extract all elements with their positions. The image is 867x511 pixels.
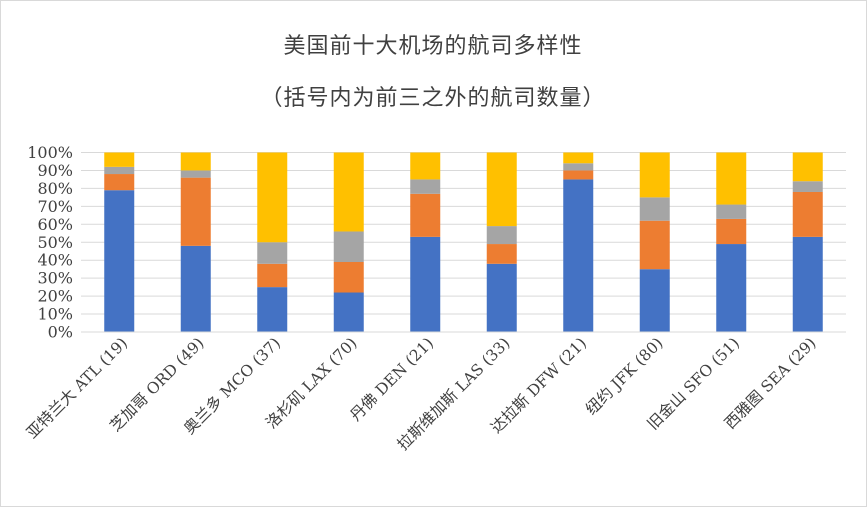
bar-segment xyxy=(486,244,517,264)
bars xyxy=(104,152,823,332)
bar-segment xyxy=(333,261,364,293)
bar-segment xyxy=(486,152,517,227)
bar-segment xyxy=(486,263,517,332)
bar-segment xyxy=(716,204,747,219)
bar-segment xyxy=(104,174,135,191)
bar-segment xyxy=(563,152,594,164)
bar-segment xyxy=(792,152,823,182)
bar-segment xyxy=(410,152,441,180)
bar-segment xyxy=(410,179,441,194)
bar-segment xyxy=(410,236,441,332)
bar-segment xyxy=(639,269,670,332)
chart-title: 美国前十大机场的航司多样性 xyxy=(283,34,582,59)
bar-segment xyxy=(716,244,747,332)
y-tick-label: 40% xyxy=(37,251,73,270)
bar-segment xyxy=(486,226,517,245)
bar-segment xyxy=(104,152,135,167)
x-category-label: 纽约 JFK (80) xyxy=(582,334,666,418)
bar-segment xyxy=(410,193,441,237)
y-tick-label: 50% xyxy=(37,233,73,252)
y-tick-label: 100% xyxy=(27,143,73,162)
bar-segment xyxy=(180,152,211,171)
y-tick-label: 60% xyxy=(37,215,73,234)
bar-segment xyxy=(104,166,135,175)
y-tick-label: 90% xyxy=(37,161,73,180)
bar-segment xyxy=(257,263,288,288)
bar-segment xyxy=(257,287,288,332)
bar-segment xyxy=(792,236,823,332)
bar-segment xyxy=(563,179,594,332)
bar-segment xyxy=(180,245,211,332)
chart-subtitle: （括号内为前三之外的航司数量） xyxy=(260,86,605,111)
bar-segment xyxy=(333,231,364,262)
bar-segment xyxy=(333,152,364,232)
bar-segment xyxy=(639,152,670,198)
bar-segment xyxy=(333,292,364,332)
bar-segment xyxy=(639,220,670,270)
bar-segment xyxy=(563,170,594,180)
bar-segment xyxy=(180,170,211,178)
bar-segment xyxy=(257,242,288,264)
y-tick-label: 70% xyxy=(37,197,73,216)
x-axis-labels: 亚特兰大 ATL (19)芝加哥 ORD (49)奥兰多 MCO (37)洛杉矶… xyxy=(23,334,819,454)
y-tick-label: 20% xyxy=(37,287,73,306)
bar-segment xyxy=(639,197,670,221)
bar-segment xyxy=(180,177,211,246)
y-tick-label: 30% xyxy=(37,269,73,288)
y-tick-label: 80% xyxy=(37,179,73,198)
bar-segment xyxy=(716,218,747,245)
bar-segment xyxy=(257,152,288,243)
y-axis-ticks: 0%10%20%30%40%50%60%70%80%90%100% xyxy=(27,143,73,342)
bar-segment xyxy=(792,181,823,192)
bar-segment xyxy=(716,152,747,205)
bar-segment xyxy=(563,163,594,171)
bar-segment xyxy=(792,191,823,237)
y-tick-label: 10% xyxy=(37,305,73,324)
y-tick-label: 0% xyxy=(48,323,73,342)
bar-segment xyxy=(104,190,135,332)
